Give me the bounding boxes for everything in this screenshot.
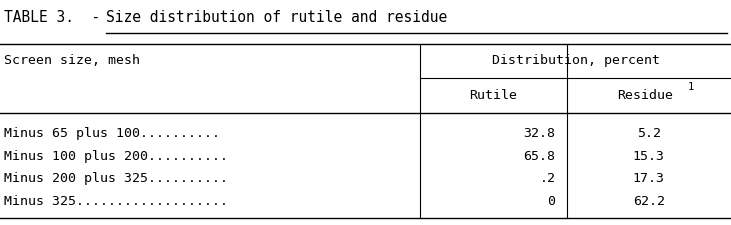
Text: Distribution, percent: Distribution, percent [492,54,659,67]
Text: 62.2: 62.2 [633,195,664,208]
Text: Screen size, mesh: Screen size, mesh [4,54,140,67]
Text: Rutile: Rutile [469,89,518,102]
Text: 5.2: 5.2 [637,127,661,140]
Text: 0: 0 [548,195,556,208]
Text: 15.3: 15.3 [633,150,664,163]
Text: 65.8: 65.8 [523,150,556,163]
Text: .2: .2 [539,172,556,185]
Text: 1: 1 [687,82,694,92]
Text: Minus 65 plus 100..........: Minus 65 plus 100.......... [4,127,219,140]
Text: Residue: Residue [617,89,673,102]
Text: Minus 100 plus 200..........: Minus 100 plus 200.......... [4,150,227,163]
Text: Size distribution of rutile and residue: Size distribution of rutile and residue [106,10,447,25]
Text: Minus 200 plus 325..........: Minus 200 plus 325.......... [4,172,227,185]
Text: TABLE 3.  -: TABLE 3. - [4,10,109,25]
Text: Minus 325...................: Minus 325................... [4,195,227,208]
Text: 32.8: 32.8 [523,127,556,140]
Text: 17.3: 17.3 [633,172,664,185]
